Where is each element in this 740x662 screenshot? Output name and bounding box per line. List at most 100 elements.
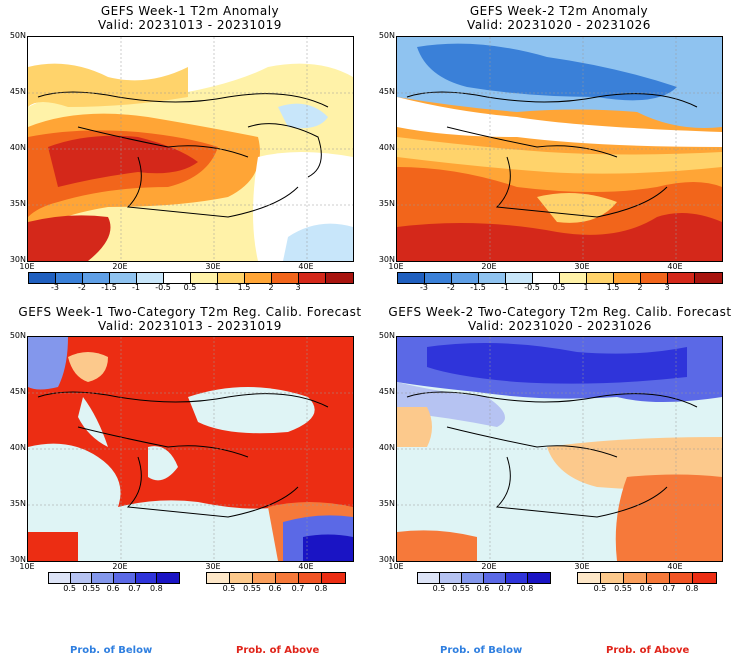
colorbar-swatch [113, 573, 136, 583]
colorbar-swatch [418, 573, 440, 583]
lon-label: 10E [388, 562, 404, 571]
colorbar-tick-label: 0.7 [128, 584, 142, 593]
colorbar-swatches [28, 272, 354, 284]
colorbar-tick-label: 1.5 [606, 283, 620, 292]
lat-label: 35N [9, 199, 26, 208]
colorbar-swatch [560, 273, 587, 283]
colorbar-swatch [398, 273, 425, 283]
lat-label: 35N [378, 199, 395, 208]
lat-label: 45N [378, 387, 395, 396]
colorbar-tick-label: 0.7 [662, 584, 676, 593]
probability-map-week2 [396, 336, 723, 562]
lon-label: 10E [19, 262, 35, 271]
colorbar-swatch [164, 273, 191, 283]
lat-label: 40N [378, 143, 395, 152]
colorbar-swatch [462, 573, 484, 583]
lon-label: 10E [19, 562, 35, 571]
panel-valid-dates: Valid: 20231020 - 20231026 [467, 18, 651, 32]
lon-label: 20E [481, 262, 497, 271]
colorbar-tick-label: 0.8 [314, 584, 328, 593]
colorbar-swatch [484, 573, 506, 583]
colorbar-tick-label: 3 [664, 283, 670, 292]
panel-valid-dates: Valid: 20231013 - 20231019 [98, 319, 282, 333]
colorbar-swatch [322, 573, 345, 583]
colorbar-swatch [135, 573, 158, 583]
colorbar-swatch [299, 273, 326, 283]
lat-label: 35N [378, 499, 395, 508]
lon-label: 40E [667, 262, 683, 271]
lon-label: 20E [112, 262, 128, 271]
colorbar-tick-label: 0.7 [498, 584, 512, 593]
colorbar-swatch [624, 573, 647, 583]
colorbar-swatch [137, 273, 164, 283]
colorbar-tick-label: 0.6 [639, 584, 653, 593]
lon-label: 30E [205, 262, 221, 271]
lat-label: 30N [378, 255, 395, 264]
colorbar-tick-label: -0.5 [524, 283, 540, 292]
panel-title: GEFS Week-1 T2m Anomaly [100, 4, 280, 18]
lat-label: 45N [9, 87, 26, 96]
colorbar-swatch [191, 273, 218, 283]
lon-label: 30E [574, 262, 590, 271]
probability-map-week1 [27, 336, 354, 562]
lon-label: 30E [205, 562, 221, 571]
anomaly-map-week1 [27, 36, 354, 262]
colorbar-swatches [577, 572, 717, 584]
colorbar-swatch [533, 273, 560, 283]
colorbar-tick-label: -1 [132, 283, 140, 292]
colorbar-tick-label: -2 [447, 283, 455, 292]
lat-label: 40N [9, 143, 26, 152]
colorbar-tick-label: 1 [214, 283, 220, 292]
colorbar-swatch [299, 573, 322, 583]
colorbar-swatch [253, 573, 276, 583]
colorbar-tick-label: 0.55 [82, 584, 101, 593]
colorbar-swatches [417, 572, 551, 584]
colorbar-tick-label: 0.5 [183, 283, 197, 292]
colorbar-swatch [670, 573, 693, 583]
lat-label: 50N [378, 31, 395, 40]
colorbar-swatch [479, 273, 506, 283]
colorbar-tick-label: 1.5 [237, 283, 251, 292]
colorbar-tick-label: 0.5 [432, 584, 446, 593]
colorbar-tick-label: 0.8 [149, 584, 163, 593]
lat-label: 30N [9, 555, 26, 564]
colorbar-tick-label: -3 [51, 283, 59, 292]
colorbar-swatch [695, 273, 722, 283]
colorbar-swatch [110, 273, 137, 283]
lat-label: 45N [9, 387, 26, 396]
colorbar-swatch [56, 273, 83, 283]
colorbar-tick-label: 0.55 [452, 584, 470, 593]
colorbar-swatch [641, 273, 668, 283]
colorbar-swatch [614, 273, 641, 283]
colorbar-tick-label: -0.5 [155, 283, 171, 292]
colorbar-tick-label: 0.8 [520, 584, 534, 593]
colorbar-swatch [326, 273, 353, 283]
prob-above-label: Prob. of Above [236, 645, 320, 656]
colorbar-tick-label: -3 [420, 283, 428, 292]
colorbar-swatch [668, 273, 695, 283]
colorbar-tick-label: 3 [295, 283, 301, 292]
lat-label: 45N [378, 87, 395, 96]
colorbar-swatch [506, 573, 528, 583]
colorbar-swatch [601, 573, 624, 583]
prob-below-label: Prob. of Below [440, 645, 523, 656]
colorbar-tick-label: -1 [501, 283, 509, 292]
colorbar-tick-label: 2 [637, 283, 643, 292]
colorbar-swatch [587, 273, 614, 283]
colorbar-tick-label: 1 [583, 283, 589, 292]
colorbar-tick-label: 0.5 [593, 584, 607, 593]
panel-title: GEFS Week-2 Two-Category T2m Reg. Calib.… [388, 305, 732, 319]
prob-above-label: Prob. of Above [606, 645, 690, 656]
anomaly-map-week2 [396, 36, 723, 262]
colorbar-swatch [276, 573, 299, 583]
colorbar-tick-label: 0.6 [268, 584, 282, 593]
lat-label: 40N [9, 443, 26, 452]
colorbar-swatch [693, 573, 716, 583]
lon-label: 40E [298, 562, 314, 571]
colorbar-swatch [157, 573, 179, 583]
colorbar-swatch [425, 273, 452, 283]
lat-label: 50N [378, 331, 395, 340]
colorbar-swatch [272, 273, 299, 283]
colorbar-tick-label: 0.6 [476, 584, 490, 593]
colorbar-tick-label: 0.7 [291, 584, 305, 593]
